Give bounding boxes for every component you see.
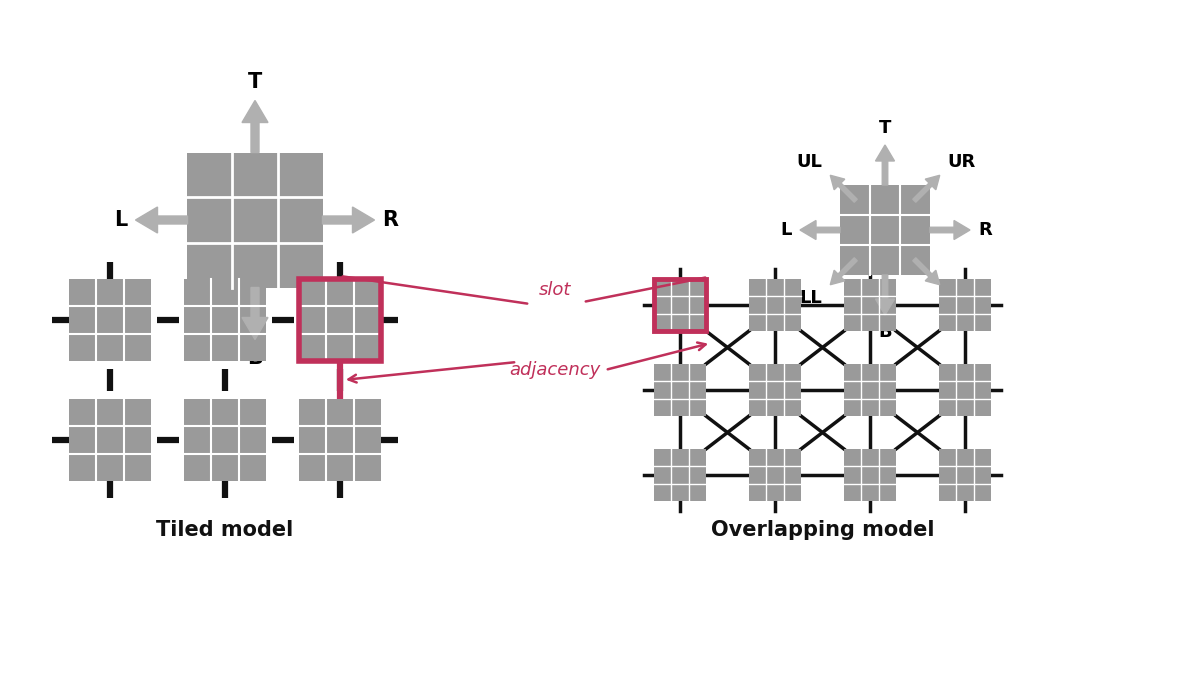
Bar xyxy=(940,449,991,501)
Bar xyxy=(840,185,930,275)
Text: R: R xyxy=(978,221,991,239)
FancyArrow shape xyxy=(136,207,187,233)
Text: Overlapping model: Overlapping model xyxy=(710,520,935,540)
Text: LR: LR xyxy=(948,289,973,306)
Bar xyxy=(749,364,802,416)
Text: UR: UR xyxy=(948,153,976,171)
FancyArrow shape xyxy=(800,221,840,240)
Text: T: T xyxy=(248,72,262,92)
Bar xyxy=(70,399,151,481)
Bar xyxy=(654,279,706,331)
Text: T: T xyxy=(878,119,892,137)
Bar xyxy=(844,449,896,501)
Text: R: R xyxy=(383,210,398,230)
Text: L: L xyxy=(114,210,127,230)
FancyArrow shape xyxy=(830,176,857,202)
FancyArrow shape xyxy=(913,258,940,285)
Bar xyxy=(654,449,706,501)
Text: adjacency: adjacency xyxy=(509,361,601,379)
FancyArrow shape xyxy=(323,207,374,233)
Text: LL: LL xyxy=(799,289,822,306)
FancyArrow shape xyxy=(242,101,268,153)
Text: UL: UL xyxy=(797,153,822,171)
Text: slot: slot xyxy=(539,281,571,299)
Bar xyxy=(749,279,802,331)
FancyArrow shape xyxy=(876,145,894,185)
Bar xyxy=(299,279,382,361)
Bar xyxy=(299,399,382,481)
Bar xyxy=(184,399,266,481)
Text: B: B xyxy=(247,348,263,367)
Bar xyxy=(299,279,382,361)
Bar xyxy=(844,364,896,416)
Bar xyxy=(749,449,802,501)
Bar xyxy=(844,279,896,331)
FancyArrow shape xyxy=(930,221,970,240)
FancyArrow shape xyxy=(242,288,268,340)
Bar xyxy=(70,279,151,361)
Bar xyxy=(654,364,706,416)
Text: Tiled model: Tiled model xyxy=(156,520,294,540)
Bar xyxy=(940,279,991,331)
Bar xyxy=(184,279,266,361)
Text: B: B xyxy=(878,323,892,341)
FancyArrow shape xyxy=(876,275,894,315)
Bar xyxy=(187,153,323,288)
FancyArrow shape xyxy=(913,176,940,202)
Bar xyxy=(940,364,991,416)
FancyArrow shape xyxy=(830,258,857,285)
Text: L: L xyxy=(781,221,792,239)
Bar xyxy=(654,279,706,331)
